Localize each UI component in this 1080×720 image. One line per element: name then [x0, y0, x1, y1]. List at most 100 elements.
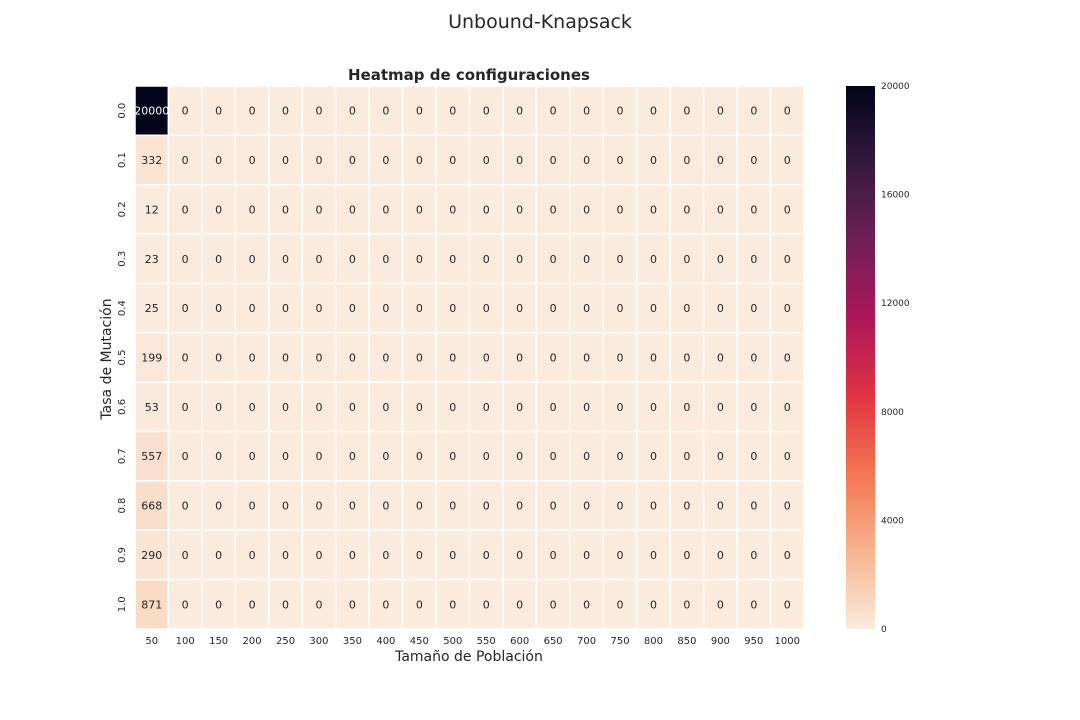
cell-value-label: 0 [282, 203, 289, 216]
heatmap-cell [268, 282, 303, 334]
cell-value-label: 199 [141, 352, 162, 365]
cell-value-label: 0 [215, 154, 222, 167]
heatmap-cell [535, 529, 571, 581]
cell-value-label: 0 [249, 450, 256, 463]
cell-value-label: 0 [550, 253, 557, 266]
cell-value-label: 0 [382, 500, 389, 513]
cell-value-label: 290 [141, 549, 162, 562]
heatmap-cell [769, 430, 805, 482]
cell-value-label: 0 [382, 105, 389, 118]
heatmap-cell [769, 332, 805, 383]
figure-suptitle: Unbound-Knapsack [448, 11, 632, 33]
heatmap-cell [435, 430, 471, 482]
cell-value-label: 0 [182, 450, 189, 463]
cell-value-label: 0 [182, 500, 189, 513]
cell-annotations: 20000 0 0 0 0 0 0 0 0 0 0 0 0 0 0 0 0 0 0 0 332 0 0 0 0 0 0 0 0 0 0 0 0 0… [134, 105, 791, 612]
cell-value-label: 0 [683, 154, 690, 167]
heatmap-cell [368, 430, 404, 482]
cell-value-label: 0 [449, 450, 456, 463]
cell-value-label: 0 [516, 253, 523, 266]
cell-value-label: 0 [215, 500, 222, 513]
cell-value-label: 0 [282, 450, 289, 463]
cell-value-label: 0 [315, 253, 322, 266]
heatmap-cell [535, 183, 571, 235]
cell-value-label: 0 [516, 500, 523, 513]
cell-value-label: 0 [650, 450, 657, 463]
heatmap-cell [636, 578, 671, 630]
heatmap-cell [736, 578, 772, 630]
cell-value-label: 0 [784, 253, 791, 266]
cell-value-label: 0 [315, 401, 322, 414]
cell-value-label: 0 [215, 598, 222, 611]
heatmap-cell [435, 85, 471, 137]
cell-value-label: 0 [617, 598, 624, 611]
cell-value-label: 0 [516, 154, 523, 167]
x-tick-label: 100 [176, 636, 195, 647]
heatmap-cell [702, 578, 738, 630]
heatmap-cell [602, 233, 638, 285]
y-tick-label: 0.3 [117, 251, 128, 267]
heatmap-cell [167, 381, 203, 433]
cell-value-label: 0 [282, 154, 289, 167]
colorbar-tick-label: 16000 [881, 191, 910, 201]
heatmap-cell [468, 529, 504, 581]
heatmap-cell [435, 332, 471, 383]
cell-value-label: 0 [215, 302, 222, 315]
heatmap-cell [134, 529, 170, 581]
heatmap-cell [669, 529, 705, 581]
heatmap-cell [134, 480, 170, 532]
y-tick-label: 0.4 [117, 300, 128, 316]
cell-value-label: 0 [282, 598, 289, 611]
cell-value-label: 0 [650, 203, 657, 216]
heatmap-cell [368, 233, 404, 285]
cell-value-label: 0 [315, 598, 322, 611]
y-tick-label: 0.5 [117, 350, 128, 366]
heatmap-cell [301, 183, 337, 235]
cell-value-label: 0 [382, 352, 389, 365]
cell-value-label: 0 [215, 203, 222, 216]
heatmap-cell [669, 85, 705, 137]
cell-value-label: 0 [249, 105, 256, 118]
heatmap-cell [636, 282, 671, 334]
heatmap-cell [468, 381, 504, 433]
heatmap-cell [669, 233, 705, 285]
cell-value-label: 0 [750, 154, 757, 167]
cell-value-label: 0 [282, 500, 289, 513]
heatmap-cell [401, 381, 437, 433]
cell-value-label: 0 [583, 203, 590, 216]
x-tick-label: 150 [209, 636, 228, 647]
cell-value-label: 0 [784, 401, 791, 414]
cell-value-label: 0 [382, 253, 389, 266]
x-tick-label: 800 [644, 636, 663, 647]
cell-value-label: 0 [550, 203, 557, 216]
cell-value-label: 0 [282, 549, 289, 562]
cell-value-label: 0 [282, 401, 289, 414]
cell-value-label: 0 [416, 154, 423, 167]
heatmap-cell [569, 578, 605, 630]
cell-value-label: 0 [249, 500, 256, 513]
y-axis-label: Tasa de Mutación [99, 298, 115, 420]
cell-value-label: 0 [550, 549, 557, 562]
cell-value-label: 0 [249, 253, 256, 266]
heatmap-cell [736, 183, 772, 235]
cell-value-label: 0 [249, 203, 256, 216]
colorbar-tick-label: 12000 [881, 299, 910, 309]
heatmap-cell [769, 282, 805, 334]
cell-value-label: 0 [182, 549, 189, 562]
x-tick-label: 450 [410, 636, 429, 647]
heatmap-cell [167, 529, 203, 581]
cell-value-label: 0 [483, 352, 490, 365]
cell-value-label: 0 [516, 203, 523, 216]
cell-value-label: 0 [750, 302, 757, 315]
cell-value-label: 0 [683, 253, 690, 266]
heatmap-cell [134, 381, 170, 433]
cell-value-label: 0 [282, 302, 289, 315]
cell-value-label: 0 [315, 203, 322, 216]
heatmap-cell [669, 282, 705, 334]
heatmap-cell [769, 233, 805, 285]
cell-value-label: 0 [416, 203, 423, 216]
cell-value-label: 0 [315, 154, 322, 167]
x-tick-label: 950 [744, 636, 763, 647]
heatmap-cell [268, 578, 303, 630]
heatmap-cell [368, 183, 404, 235]
